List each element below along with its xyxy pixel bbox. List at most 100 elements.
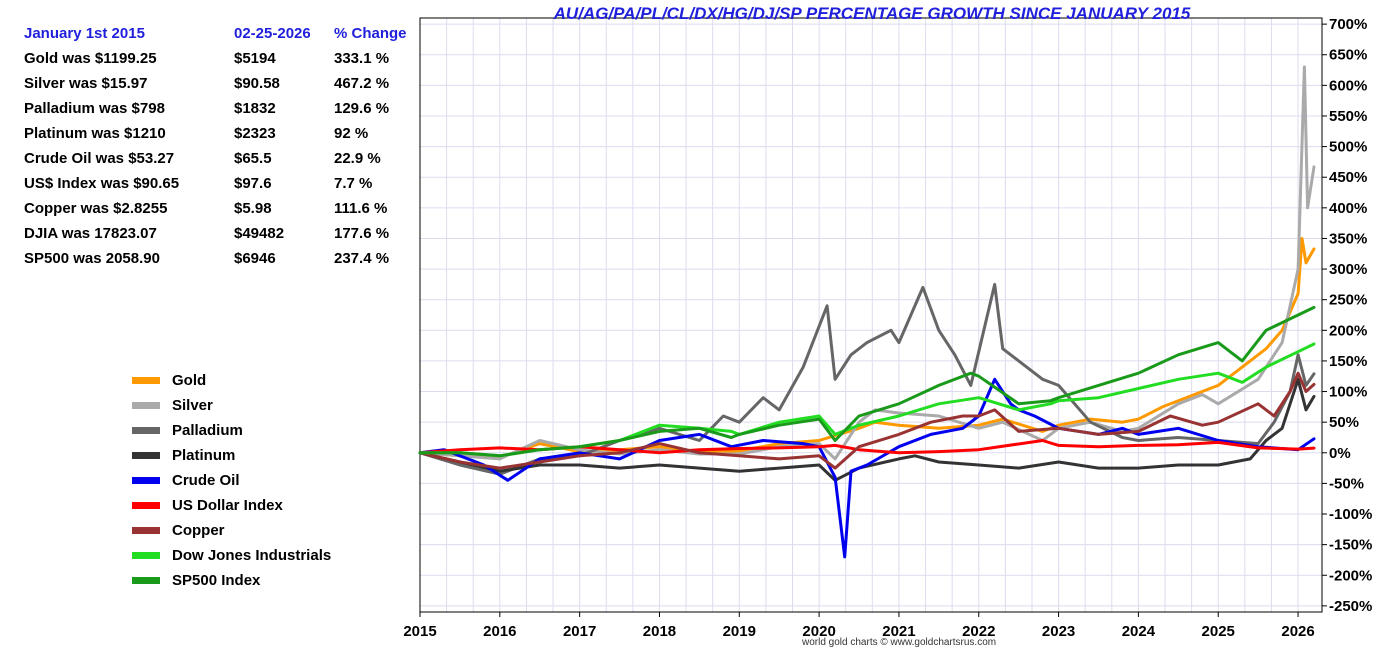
series-line-silver [418, 65, 1316, 461]
table-cell-change: 177.6 % [334, 225, 390, 242]
table-cell-change: 129.6 % [334, 100, 390, 117]
table-cell-current: $1832 [234, 100, 276, 117]
legend-swatch [132, 527, 160, 534]
legend-swatch [132, 502, 160, 509]
x-tick-label: 2018 [643, 623, 676, 640]
legend-swatch [132, 427, 160, 434]
legend-label: Silver [172, 396, 213, 414]
x-tick-label: 2023 [1042, 623, 1075, 640]
legend-swatch [132, 577, 160, 584]
legend-item-copper: Copper [132, 518, 331, 543]
table-cell-start: SP500 was 2058.90 [24, 250, 160, 267]
plot-frame [419, 17, 1323, 613]
chart-title: AU/AG/PA/PL/CL/DX/HG/DJ/SP PERCENTAGE GR… [553, 4, 1191, 23]
y-tick-label: 500% [1329, 139, 1367, 156]
table-header-change: % Change [334, 25, 407, 42]
table-cell-change: 92 % [334, 125, 369, 142]
table-cell-current: $97.6 [234, 175, 272, 192]
legend-item-silver: Silver [132, 393, 331, 418]
legend-label: Crude Oil [172, 471, 240, 489]
y-tick-label: 150% [1329, 353, 1367, 370]
x-tick-label: 2019 [723, 623, 756, 640]
x-tick-label: 2022 [962, 623, 995, 640]
legend-item-platinum: Platinum [132, 443, 331, 468]
y-tick-label: 200% [1329, 322, 1367, 339]
y-tick-label: 700% [1329, 16, 1367, 33]
legend-swatch [132, 477, 160, 484]
y-tick-label: 300% [1329, 261, 1367, 278]
series-line-copper [418, 371, 1316, 470]
table-cell-start: Palladium was $798 [24, 100, 165, 117]
y-tick-label: 0% [1329, 445, 1351, 462]
legend-swatch [132, 377, 160, 384]
table-header-current-date: 02-25-2026 [234, 25, 311, 42]
y-tick-label: -50% [1329, 475, 1364, 492]
table-cell-change: 237.4 % [334, 250, 390, 267]
y-tick-label: -250% [1329, 598, 1372, 615]
y-tick-label: 250% [1329, 292, 1367, 309]
legend-item-crude-oil: Crude Oil [132, 468, 331, 493]
y-tick-label: 450% [1329, 169, 1367, 186]
table-cell-current: $6946 [234, 250, 276, 267]
y-tick-label: 350% [1329, 230, 1367, 247]
x-tick-label: 2026 [1281, 623, 1314, 640]
legend-label: Gold [172, 371, 207, 389]
table-cell-start: Silver was $15.97 [24, 75, 148, 92]
table-cell-change: 7.7 % [334, 175, 373, 192]
table-cell-current: $90.58 [234, 75, 280, 92]
table-cell-start: DJIA was 17823.07 [24, 225, 157, 242]
y-tick-label: -200% [1329, 567, 1372, 584]
table-cell-change: 111.6 % [334, 200, 388, 217]
legend-item-sp500: SP500 Index [132, 568, 331, 593]
table-cell-current: $49482 [234, 225, 285, 242]
table-cell-start: Copper was $2.8255 [24, 200, 168, 217]
table-cell-start: Gold was $1199.25 [24, 50, 157, 67]
y-tick-label: 50% [1329, 414, 1359, 431]
series-line-sp500-index [418, 305, 1316, 458]
legend-label: Copper [172, 521, 225, 539]
table-cell-current: $65.5 [234, 150, 272, 167]
series-line-platinum [418, 377, 1316, 482]
y-tick-label: 100% [1329, 384, 1367, 401]
legend-item-palladium: Palladium [132, 418, 331, 443]
table-cell-current: $5194 [234, 50, 276, 67]
legend-label: Dow Jones Industrials [172, 546, 332, 564]
x-tick-label: 2021 [882, 623, 915, 640]
y-tick-label: -100% [1329, 506, 1372, 523]
y-tick-label: 550% [1329, 108, 1367, 125]
legend-item-gold: Gold [132, 368, 331, 393]
legend-label: SP500 Index [172, 571, 261, 589]
table-cell-start: US$ Index was $90.65 [24, 175, 180, 192]
legend-item-dow-jones: Dow Jones Industrials [132, 543, 331, 568]
legend: Gold Silver Palladium Platinum Crude Oil… [132, 368, 331, 593]
x-tick-label: 2024 [1122, 623, 1156, 640]
table-cell-current: $5.98 [234, 200, 272, 217]
table-cell-change: 333.1 % [334, 50, 390, 67]
legend-item-us-dollar-index: US Dollar Index [132, 493, 331, 518]
table-cell-current: $2323 [234, 125, 276, 142]
y-tick-label: -150% [1329, 537, 1372, 554]
x-tick-label: 2015 [403, 623, 436, 640]
legend-swatch [132, 452, 160, 459]
legend-label: Palladium [172, 421, 243, 439]
x-tick-label: 2025 [1202, 623, 1235, 640]
table-cell-start: Crude Oil was $53.27 [24, 150, 175, 167]
x-tick-label: 2017 [563, 623, 596, 640]
x-tick-label: 2020 [802, 623, 835, 640]
series-line-crude-oil [418, 377, 1316, 559]
x-tick-label: 2016 [483, 623, 516, 640]
y-tick-label: 600% [1329, 77, 1367, 94]
table-cell-change: 467.2 % [334, 75, 390, 92]
legend-swatch [132, 402, 160, 409]
legend-label: Platinum [172, 446, 236, 464]
table-header-start-date: January 1st 2015 [24, 25, 145, 42]
table-cell-change: 22.9 % [334, 150, 381, 167]
y-tick-label: 400% [1329, 200, 1367, 217]
legend-swatch [132, 552, 160, 559]
series-line-palladium [418, 282, 1316, 476]
legend-label: US Dollar Index [172, 496, 283, 514]
table-cell-start: Platinum was $1210 [24, 125, 166, 142]
footer-credit: world gold charts © www.goldchartsrus.co… [802, 637, 997, 648]
y-tick-label: 650% [1329, 47, 1367, 64]
